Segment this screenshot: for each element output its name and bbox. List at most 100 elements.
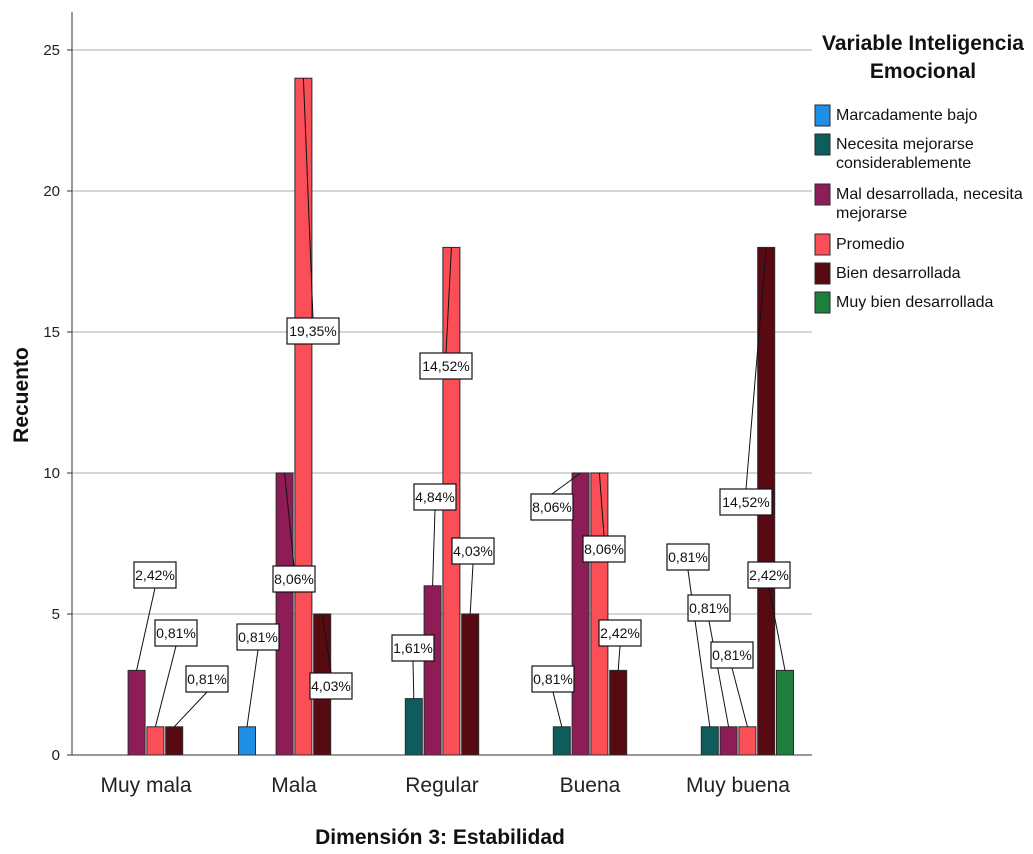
bar [127,669,146,756]
bar [700,726,719,756]
data-label-leader [432,509,436,586]
data-label-box [236,623,280,651]
legend-label: Muy bien desarrollada [836,294,994,311]
data-label: 0,81% [712,647,752,663]
bar [552,726,571,756]
data-label-leader [469,563,474,615]
data-label: 2,42% [600,625,640,641]
data-label-box [582,535,626,563]
legend-label: Bien desarrollada [836,265,961,282]
bar [404,698,423,756]
bar [294,77,313,756]
data-label-box [309,672,353,700]
x-tick-label: Muy buena [686,774,790,797]
data-label-leader [445,247,452,354]
data-label-leader [246,649,259,727]
legend-label: Necesita mejorarse [836,136,974,153]
bars [127,77,794,756]
data-label-leader [687,569,711,727]
legend-swatch [814,104,831,127]
data-label-leader [154,645,177,727]
data-label: 1,61% [393,640,433,656]
data-label-box [719,488,773,516]
legend-label: Mal desarrollada, necesita [836,186,1023,203]
data-label: 0,81% [533,671,573,687]
data-labels: 0,81% 1,61% 0,81% 0,81% 2,42% 8,06% 4,84% 8,06%… [133,78,791,728]
data-label: 8,06% [584,541,624,557]
data-label-box [451,537,495,565]
data-label-leader [768,587,786,671]
data-label-box [286,317,340,345]
data-label-box [687,594,731,622]
data-label-leader [412,660,415,699]
y-axis: 0 5 10 15 20 25 [43,12,73,764]
data-label-box [710,641,754,669]
data-label: 14,52% [422,358,469,374]
bar [719,726,738,756]
legend-label: considerablemente [836,155,971,172]
y-tick-label: 15 [43,324,60,341]
legend-label: Promedio [836,236,905,253]
bar [776,669,794,756]
data-label: 4,03% [453,543,493,559]
data-label: 0,81% [156,625,196,641]
legend-swatch [814,133,831,156]
y-tick-label: 25 [43,42,60,59]
data-label-leader [173,691,208,728]
data-label-box [272,565,316,593]
bar [590,472,609,756]
y-tick-label: 0 [52,747,60,764]
data-label-box [598,619,642,647]
x-tick-label: Buena [560,774,621,797]
data-label: 2,42% [749,567,789,583]
data-label: 0,81% [689,600,729,616]
data-label: 2,42% [135,567,175,583]
data-label-box [133,561,177,589]
legend-swatch [814,183,831,206]
data-label-leader [321,613,332,674]
data-label-leader [284,472,295,567]
data-label-leader [302,78,314,319]
data-label-leader [136,587,156,671]
bar [571,472,590,756]
y-axis-title: Recuento [10,347,33,443]
bar [165,726,184,756]
data-label-box [747,561,791,589]
bar [423,585,442,756]
legend-label: Marcadamente bajo [836,107,978,124]
legend-label: mejorarse [836,205,907,222]
data-label-box [391,634,435,662]
data-label: 19,35% [289,323,336,339]
bar [238,726,256,756]
x-tick-label: Muy mala [100,774,191,797]
legend-swatch [814,291,831,314]
data-label: 8,06% [274,571,314,587]
data-label-box [531,665,575,693]
legend-swatch [814,233,831,256]
y-tick-label: 20 [43,183,60,200]
data-label: 0,81% [668,549,708,565]
y-tick-label: 5 [52,606,60,623]
y-tick-label: 10 [43,465,60,482]
data-label: 0,81% [187,671,227,687]
data-label-box [154,619,198,647]
data-label: 8,06% [532,499,572,515]
legend-title-line-2: Emocional [870,60,976,83]
bar [146,726,165,756]
bar [275,472,294,756]
data-label-leader [617,645,621,671]
data-label-leader [708,620,730,727]
data-label-leader [551,472,581,495]
x-tick-label: Regular [405,774,479,797]
data-label-box [185,665,229,693]
data-label-leader [731,667,748,727]
legend-swatch [814,262,831,285]
data-label-box [666,543,710,571]
data-label-box [419,352,473,380]
data-label-leader [552,691,563,727]
legend: Variable Inteligencia Emocional Marcadam… [814,32,1024,314]
data-label: 0,81% [238,629,278,645]
bar [738,726,757,756]
data-label: 14,52% [722,494,769,510]
